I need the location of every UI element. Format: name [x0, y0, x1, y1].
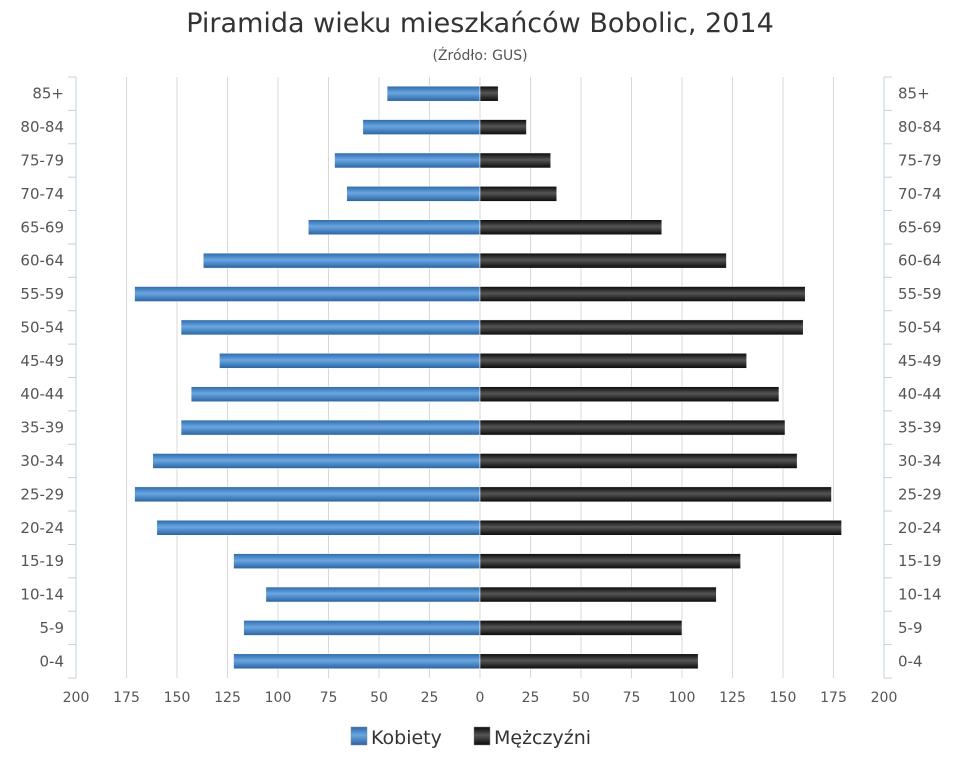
bar-female — [265, 586, 481, 603]
category-label-left: 10-14 — [20, 586, 64, 604]
x-tick-label: 125 — [719, 690, 746, 706]
bar-male — [479, 586, 717, 603]
category-label-right: 85+ — [898, 85, 930, 103]
x-tick-label: 125 — [214, 690, 241, 706]
category-label-left: 5-9 — [40, 619, 65, 637]
category-label-right: 30-34 — [898, 452, 942, 470]
x-tick-label: 25 — [522, 690, 540, 706]
x-tick-label: 75 — [623, 690, 641, 706]
category-label-left: 0-4 — [40, 652, 65, 670]
category-label-left: 20-24 — [20, 519, 64, 537]
bar-male — [479, 653, 699, 670]
x-tick-label: 175 — [113, 690, 140, 706]
plot-area: 200 175 150 125 100 75 50 25 0 25 50 75 100 125 150 175… — [20, 76, 942, 706]
bar-male — [479, 553, 741, 569]
bar-male — [479, 85, 499, 102]
category-label-right: 5-9 — [898, 619, 923, 637]
category-label-right: 65-69 — [898, 218, 942, 236]
x-tick-label: 25 — [421, 690, 439, 706]
category-label-left: 80-84 — [20, 118, 64, 136]
chart-title: Piramida wieku mieszkańców Bobolic, 2014 — [186, 8, 774, 39]
category-label-right: 50-54 — [898, 318, 942, 336]
x-tick-label: 150 — [164, 690, 191, 706]
bar-female — [219, 353, 481, 369]
bar-male — [479, 486, 832, 503]
category-label-left: 75-79 — [20, 151, 64, 169]
bar-male — [479, 186, 558, 202]
x-tick-label: 100 — [265, 690, 292, 706]
x-tick-label: 50 — [572, 690, 590, 706]
legend-item-mezczyzni-swatch — [473, 726, 491, 746]
bar-female — [180, 419, 481, 436]
bar-male — [479, 119, 527, 135]
category-label-left: 85+ — [32, 85, 64, 103]
category-label-right: 40-44 — [898, 385, 942, 403]
bar-female — [233, 653, 481, 670]
legend: Kobiety Mężczyźni — [350, 726, 591, 749]
category-label-left: 50-54 — [20, 318, 64, 336]
bar-female — [386, 85, 481, 102]
category-label-left: 30-34 — [20, 452, 64, 470]
legend-item-mezczyzni-label: Mężczyźni — [494, 727, 591, 749]
category-label-right: 25-29 — [898, 485, 942, 503]
bar-male — [479, 252, 727, 269]
bar-male — [479, 419, 786, 436]
category-label-right: 80-84 — [898, 118, 942, 136]
bar-male — [479, 453, 798, 469]
category-label-right: 45-49 — [898, 352, 942, 370]
category-label-left: 55-59 — [20, 285, 64, 303]
bar-male — [479, 520, 842, 536]
bar-female — [180, 319, 481, 336]
chart-subtitle: (Źródło: GUS) — [432, 46, 527, 64]
x-tick-label: 175 — [820, 690, 847, 706]
category-label-right: 35-39 — [898, 419, 942, 437]
bar-female — [203, 252, 481, 269]
bar-male — [479, 152, 551, 169]
bar-female — [233, 553, 481, 569]
legend-item-kobiety-swatch — [350, 726, 368, 746]
x-tick-label: 75 — [320, 690, 338, 706]
category-label-right: 75-79 — [898, 151, 942, 169]
category-label-right: 10-14 — [898, 586, 942, 604]
category-label-left: 35-39 — [20, 419, 64, 437]
x-tick-label: 150 — [770, 690, 797, 706]
category-label-left: 15-19 — [20, 552, 64, 570]
bar-male — [479, 286, 806, 302]
category-label-right: 0-4 — [898, 652, 923, 670]
bar-female — [190, 386, 481, 402]
bar-female — [308, 219, 481, 235]
bar-female — [152, 453, 481, 469]
category-label-right: 15-19 — [898, 552, 942, 570]
x-tick-label: 200 — [63, 690, 90, 706]
category-label-left: 70-74 — [20, 185, 64, 203]
category-label-left: 65-69 — [20, 218, 64, 236]
category-label-right: 60-64 — [898, 252, 942, 270]
x-tick-label: 50 — [370, 690, 388, 706]
bar-male — [479, 219, 663, 235]
bar-female — [134, 486, 481, 503]
legend-item-kobiety-label: Kobiety — [371, 727, 442, 749]
category-label-left: 60-64 — [20, 252, 64, 270]
bar-female — [346, 186, 481, 202]
bar-female — [334, 152, 481, 169]
bar-female — [362, 119, 481, 135]
bar-male — [479, 319, 804, 336]
x-tick-label: 100 — [669, 690, 696, 706]
bar-female — [243, 620, 481, 636]
category-label-right: 70-74 — [898, 185, 942, 203]
category-label-left: 45-49 — [20, 352, 64, 370]
category-label-left: 25-29 — [20, 485, 64, 503]
bar-male — [479, 386, 780, 402]
x-tick-label: 200 — [871, 690, 898, 706]
bar-female — [134, 286, 481, 302]
bar-male — [479, 353, 747, 369]
bar-female — [156, 520, 481, 536]
x-tick-label: 0 — [476, 690, 485, 706]
category-label-right: 20-24 — [898, 519, 942, 537]
category-label-left: 40-44 — [20, 385, 64, 403]
bar-male — [479, 620, 683, 636]
category-label-right: 55-59 — [898, 285, 942, 303]
